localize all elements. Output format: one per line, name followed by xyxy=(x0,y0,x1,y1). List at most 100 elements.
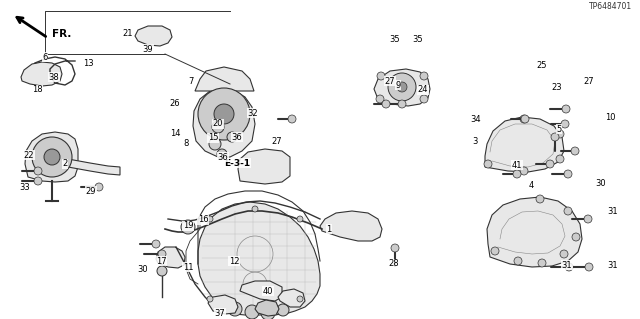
Circle shape xyxy=(564,207,572,215)
Polygon shape xyxy=(156,247,185,268)
Circle shape xyxy=(252,206,258,212)
Text: 27: 27 xyxy=(385,77,396,85)
Circle shape xyxy=(561,120,569,128)
Circle shape xyxy=(513,170,521,178)
Circle shape xyxy=(32,137,72,177)
Circle shape xyxy=(212,121,224,133)
Text: 2: 2 xyxy=(62,160,68,168)
Polygon shape xyxy=(135,26,172,46)
Text: 15: 15 xyxy=(208,133,218,143)
Circle shape xyxy=(217,149,227,159)
Text: 10: 10 xyxy=(605,114,615,122)
Circle shape xyxy=(228,302,242,316)
Circle shape xyxy=(376,95,384,103)
Polygon shape xyxy=(240,281,282,301)
Polygon shape xyxy=(198,202,320,315)
Circle shape xyxy=(297,296,303,302)
Circle shape xyxy=(584,215,592,223)
Circle shape xyxy=(420,95,428,103)
Text: 32: 32 xyxy=(248,108,259,117)
Circle shape xyxy=(34,167,42,175)
Text: 13: 13 xyxy=(83,60,93,69)
Text: 31: 31 xyxy=(608,207,618,217)
Circle shape xyxy=(551,133,559,141)
Text: 41: 41 xyxy=(512,160,522,169)
Text: 19: 19 xyxy=(183,221,193,231)
Circle shape xyxy=(536,195,544,203)
Text: E-3-1: E-3-1 xyxy=(224,159,250,167)
Text: 22: 22 xyxy=(24,151,35,160)
Text: 29: 29 xyxy=(86,187,96,196)
Polygon shape xyxy=(487,197,582,267)
Text: 35: 35 xyxy=(413,34,423,43)
Circle shape xyxy=(560,250,568,258)
Text: 18: 18 xyxy=(32,85,42,94)
Circle shape xyxy=(556,130,564,138)
Text: 31: 31 xyxy=(562,261,572,270)
Text: 31: 31 xyxy=(608,261,618,270)
Text: 17: 17 xyxy=(156,256,166,265)
Circle shape xyxy=(546,160,554,168)
Text: 37: 37 xyxy=(214,308,225,317)
Text: 28: 28 xyxy=(388,259,399,269)
Text: 30: 30 xyxy=(596,180,606,189)
Text: FR.: FR. xyxy=(52,29,72,39)
Circle shape xyxy=(520,167,528,175)
Text: 16: 16 xyxy=(198,216,208,225)
Circle shape xyxy=(198,88,250,140)
Circle shape xyxy=(521,115,529,123)
Text: 40: 40 xyxy=(263,286,273,295)
Text: 33: 33 xyxy=(20,183,30,192)
Circle shape xyxy=(572,233,580,241)
Circle shape xyxy=(388,73,416,101)
Text: 36: 36 xyxy=(232,132,243,142)
Circle shape xyxy=(297,216,303,222)
Circle shape xyxy=(207,216,213,222)
Text: 12: 12 xyxy=(228,256,239,265)
Text: 27: 27 xyxy=(584,78,595,86)
Polygon shape xyxy=(208,295,238,314)
Text: 25: 25 xyxy=(537,62,547,70)
Circle shape xyxy=(538,259,546,267)
Polygon shape xyxy=(238,149,290,184)
Text: 11: 11 xyxy=(183,263,193,271)
Circle shape xyxy=(514,257,522,265)
Polygon shape xyxy=(278,289,305,307)
Circle shape xyxy=(158,250,166,258)
Circle shape xyxy=(209,138,221,150)
Text: 1: 1 xyxy=(326,225,332,234)
Circle shape xyxy=(556,155,564,163)
Circle shape xyxy=(382,100,390,108)
Text: 27: 27 xyxy=(272,137,282,146)
Circle shape xyxy=(288,115,296,123)
Text: 6: 6 xyxy=(42,53,48,62)
Circle shape xyxy=(397,82,407,92)
Polygon shape xyxy=(374,69,430,106)
Circle shape xyxy=(564,170,572,178)
Text: 36: 36 xyxy=(218,152,228,161)
Polygon shape xyxy=(25,132,78,182)
Text: 20: 20 xyxy=(212,120,223,129)
Polygon shape xyxy=(193,89,255,157)
Text: 9: 9 xyxy=(396,80,401,90)
Text: 5: 5 xyxy=(556,124,562,133)
Circle shape xyxy=(585,263,593,271)
Circle shape xyxy=(261,306,275,319)
Text: 34: 34 xyxy=(470,115,481,123)
Circle shape xyxy=(152,240,160,248)
Polygon shape xyxy=(485,117,564,172)
Text: 38: 38 xyxy=(49,72,60,81)
Text: 21: 21 xyxy=(123,29,133,39)
Text: 30: 30 xyxy=(138,264,148,273)
Circle shape xyxy=(377,72,385,80)
Circle shape xyxy=(520,115,528,123)
Text: 26: 26 xyxy=(170,99,180,108)
Circle shape xyxy=(398,100,406,108)
Circle shape xyxy=(491,247,499,255)
Text: 7: 7 xyxy=(188,78,194,86)
Circle shape xyxy=(207,296,213,302)
Circle shape xyxy=(562,105,570,113)
Circle shape xyxy=(227,132,237,142)
Circle shape xyxy=(245,305,259,319)
Polygon shape xyxy=(68,159,120,175)
